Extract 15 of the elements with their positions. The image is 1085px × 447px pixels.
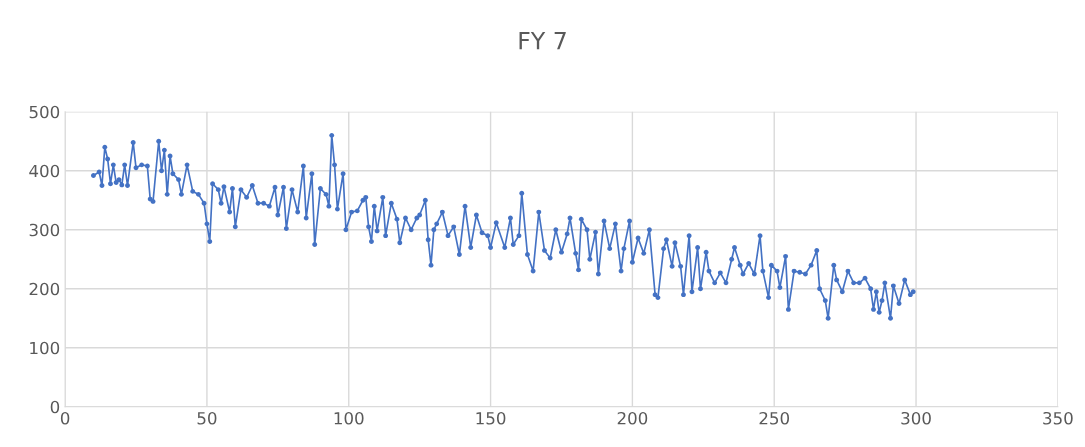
y-tick-label: 300 (29, 223, 60, 237)
y-tick-label: 0 (50, 400, 60, 414)
y-tick-label: 100 (30, 341, 60, 355)
x-tick-label: 150 (476, 411, 506, 425)
y-tick-label: 200 (29, 282, 60, 296)
x-tick-label: 350 (1043, 411, 1073, 425)
x-tick-label: 0 (60, 411, 70, 425)
x-tick-label: 300 (901, 411, 931, 425)
y-tick-label: 400 (29, 164, 60, 178)
x-tick-label: 250 (759, 411, 790, 425)
chart-title: FY 7 (519, 32, 566, 50)
x-tick-label: 50 (197, 411, 217, 425)
x-tick-label: 200 (617, 411, 648, 425)
y-tick-label: 500 (29, 105, 60, 119)
x-tick-label: 100 (334, 411, 364, 425)
